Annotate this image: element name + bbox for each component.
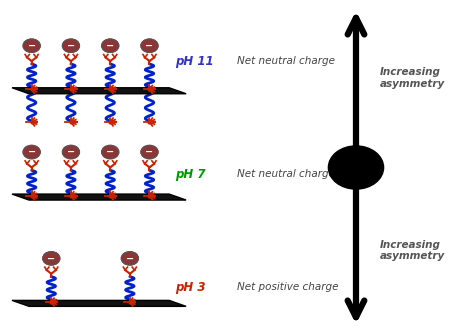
Text: −: − — [67, 41, 75, 51]
Text: pH 3: pH 3 — [176, 281, 206, 293]
Text: pH 11: pH 11 — [176, 55, 214, 68]
Text: Net positive charge: Net positive charge — [237, 282, 339, 292]
Circle shape — [63, 39, 79, 52]
Text: −: − — [67, 147, 75, 157]
Text: −: − — [106, 41, 114, 51]
Polygon shape — [12, 300, 186, 307]
Circle shape — [121, 252, 138, 265]
Circle shape — [328, 146, 384, 189]
Circle shape — [141, 39, 158, 52]
Text: −: − — [126, 253, 134, 263]
Text: Increasing
asymmetry: Increasing asymmetry — [380, 67, 444, 88]
Circle shape — [102, 39, 118, 52]
Text: −: − — [28, 41, 36, 51]
Text: −: − — [106, 147, 114, 157]
Circle shape — [43, 252, 60, 265]
Circle shape — [63, 145, 79, 159]
Text: −: − — [28, 147, 36, 157]
Text: −: − — [145, 147, 153, 157]
Text: Net neutral charge: Net neutral charge — [237, 56, 335, 66]
Text: Increasing
asymmetry: Increasing asymmetry — [380, 240, 444, 261]
Circle shape — [23, 145, 40, 159]
Text: pH 7: pH 7 — [176, 168, 206, 181]
Text: −: − — [145, 41, 153, 51]
Text: −: − — [47, 253, 55, 263]
Polygon shape — [12, 88, 186, 94]
Circle shape — [141, 145, 158, 159]
Circle shape — [102, 145, 118, 159]
Circle shape — [23, 39, 40, 52]
Text: Net neutral charge: Net neutral charge — [237, 169, 335, 179]
Polygon shape — [12, 194, 186, 200]
